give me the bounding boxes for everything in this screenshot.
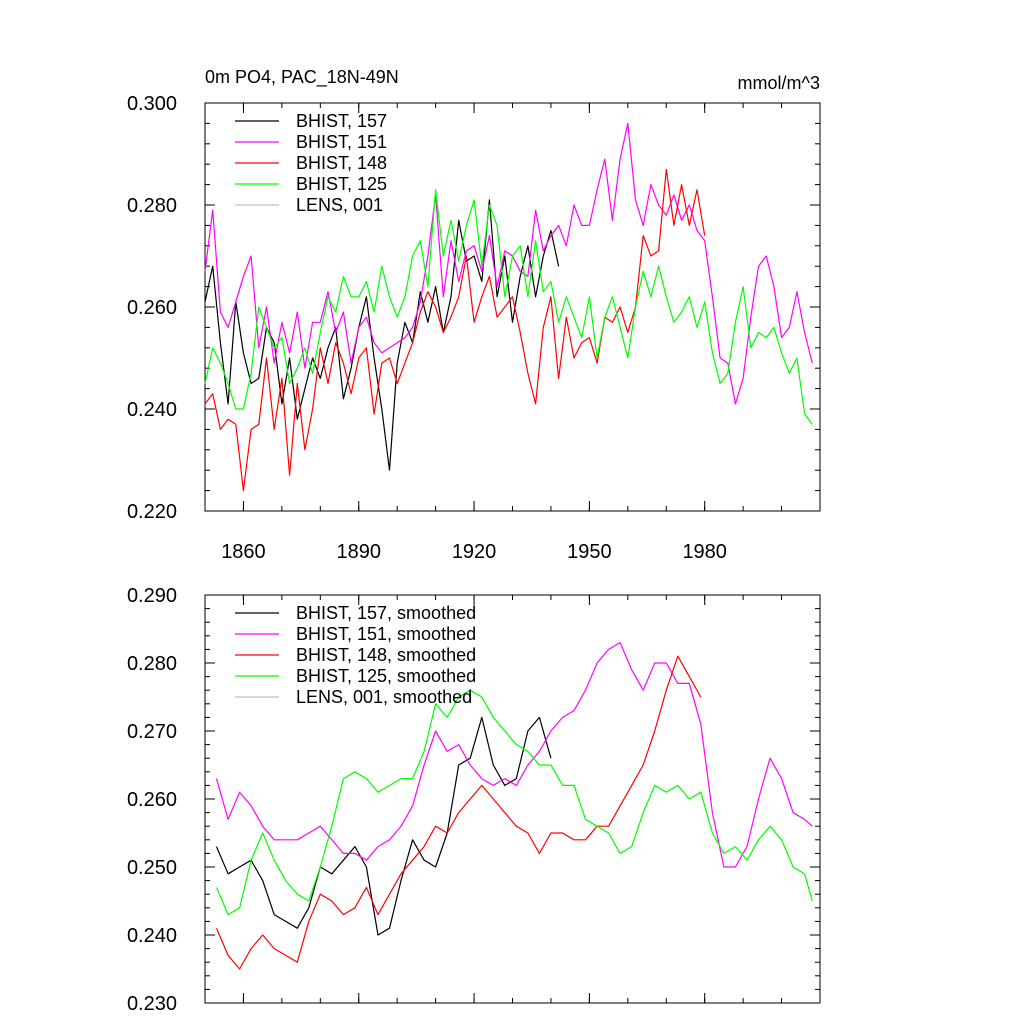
series-line — [204, 199, 560, 471]
y-tick-label: 0.250 — [127, 857, 177, 879]
y-tick-label: 0.240 — [127, 925, 177, 947]
y-tick-label: 0.300 — [127, 93, 177, 115]
legend-label: BHIST, 157 — [296, 111, 387, 131]
y-tick-label: 0.260 — [127, 297, 177, 319]
x-tick-label: 1980 — [682, 541, 727, 563]
series-line — [215, 655, 702, 970]
series-line — [204, 122, 813, 405]
top-chart-units: mmol/m^3 — [738, 73, 820, 93]
series-line — [204, 189, 813, 425]
y-tick-label: 0.230 — [127, 993, 177, 1015]
legend-label: BHIST, 151 — [296, 132, 387, 152]
legend-label: BHIST, 148 — [296, 153, 387, 173]
x-tick-label: 1920 — [452, 541, 497, 563]
legend-label: BHIST, 125, smoothed — [296, 666, 476, 686]
top-chart: 0.220 0.240 0.260 0.280 0.300 1860 1890 1920 195… — [127, 93, 821, 563]
y-tick-label: 0.270 — [127, 721, 177, 743]
x-tick-label: 1860 — [221, 541, 266, 563]
y-tick-label: 0.290 — [127, 585, 177, 607]
top-chart-title: 0m PO4, PAC_18N-49N — [205, 67, 399, 88]
legend-label: BHIST, 148, smoothed — [296, 645, 476, 665]
legend-label: LENS, 001, smoothed — [296, 687, 472, 707]
legend-label: BHIST, 125 — [296, 174, 387, 194]
y-tick-label: 0.220 — [127, 501, 177, 523]
x-tick-label: 1950 — [567, 541, 612, 563]
legend-label: BHIST, 151, smoothed — [296, 624, 476, 644]
series-line — [215, 716, 552, 936]
legend-label: LENS, 001 — [296, 195, 383, 215]
legend-label: BHIST, 157, smoothed — [296, 603, 476, 623]
y-tick-label: 0.260 — [127, 789, 177, 811]
y-tick-label: 0.280 — [127, 195, 177, 217]
bottom-chart: 0.230 0.240 0.250 0.260 0.270 0.280 0.290 BHIST… — [127, 585, 821, 1015]
y-tick-label: 0.280 — [127, 653, 177, 675]
series-line — [204, 168, 706, 492]
x-tick-label: 1890 — [337, 541, 382, 563]
series-line — [215, 641, 813, 868]
series-line — [215, 689, 813, 916]
y-tick-label: 0.240 — [127, 399, 177, 421]
